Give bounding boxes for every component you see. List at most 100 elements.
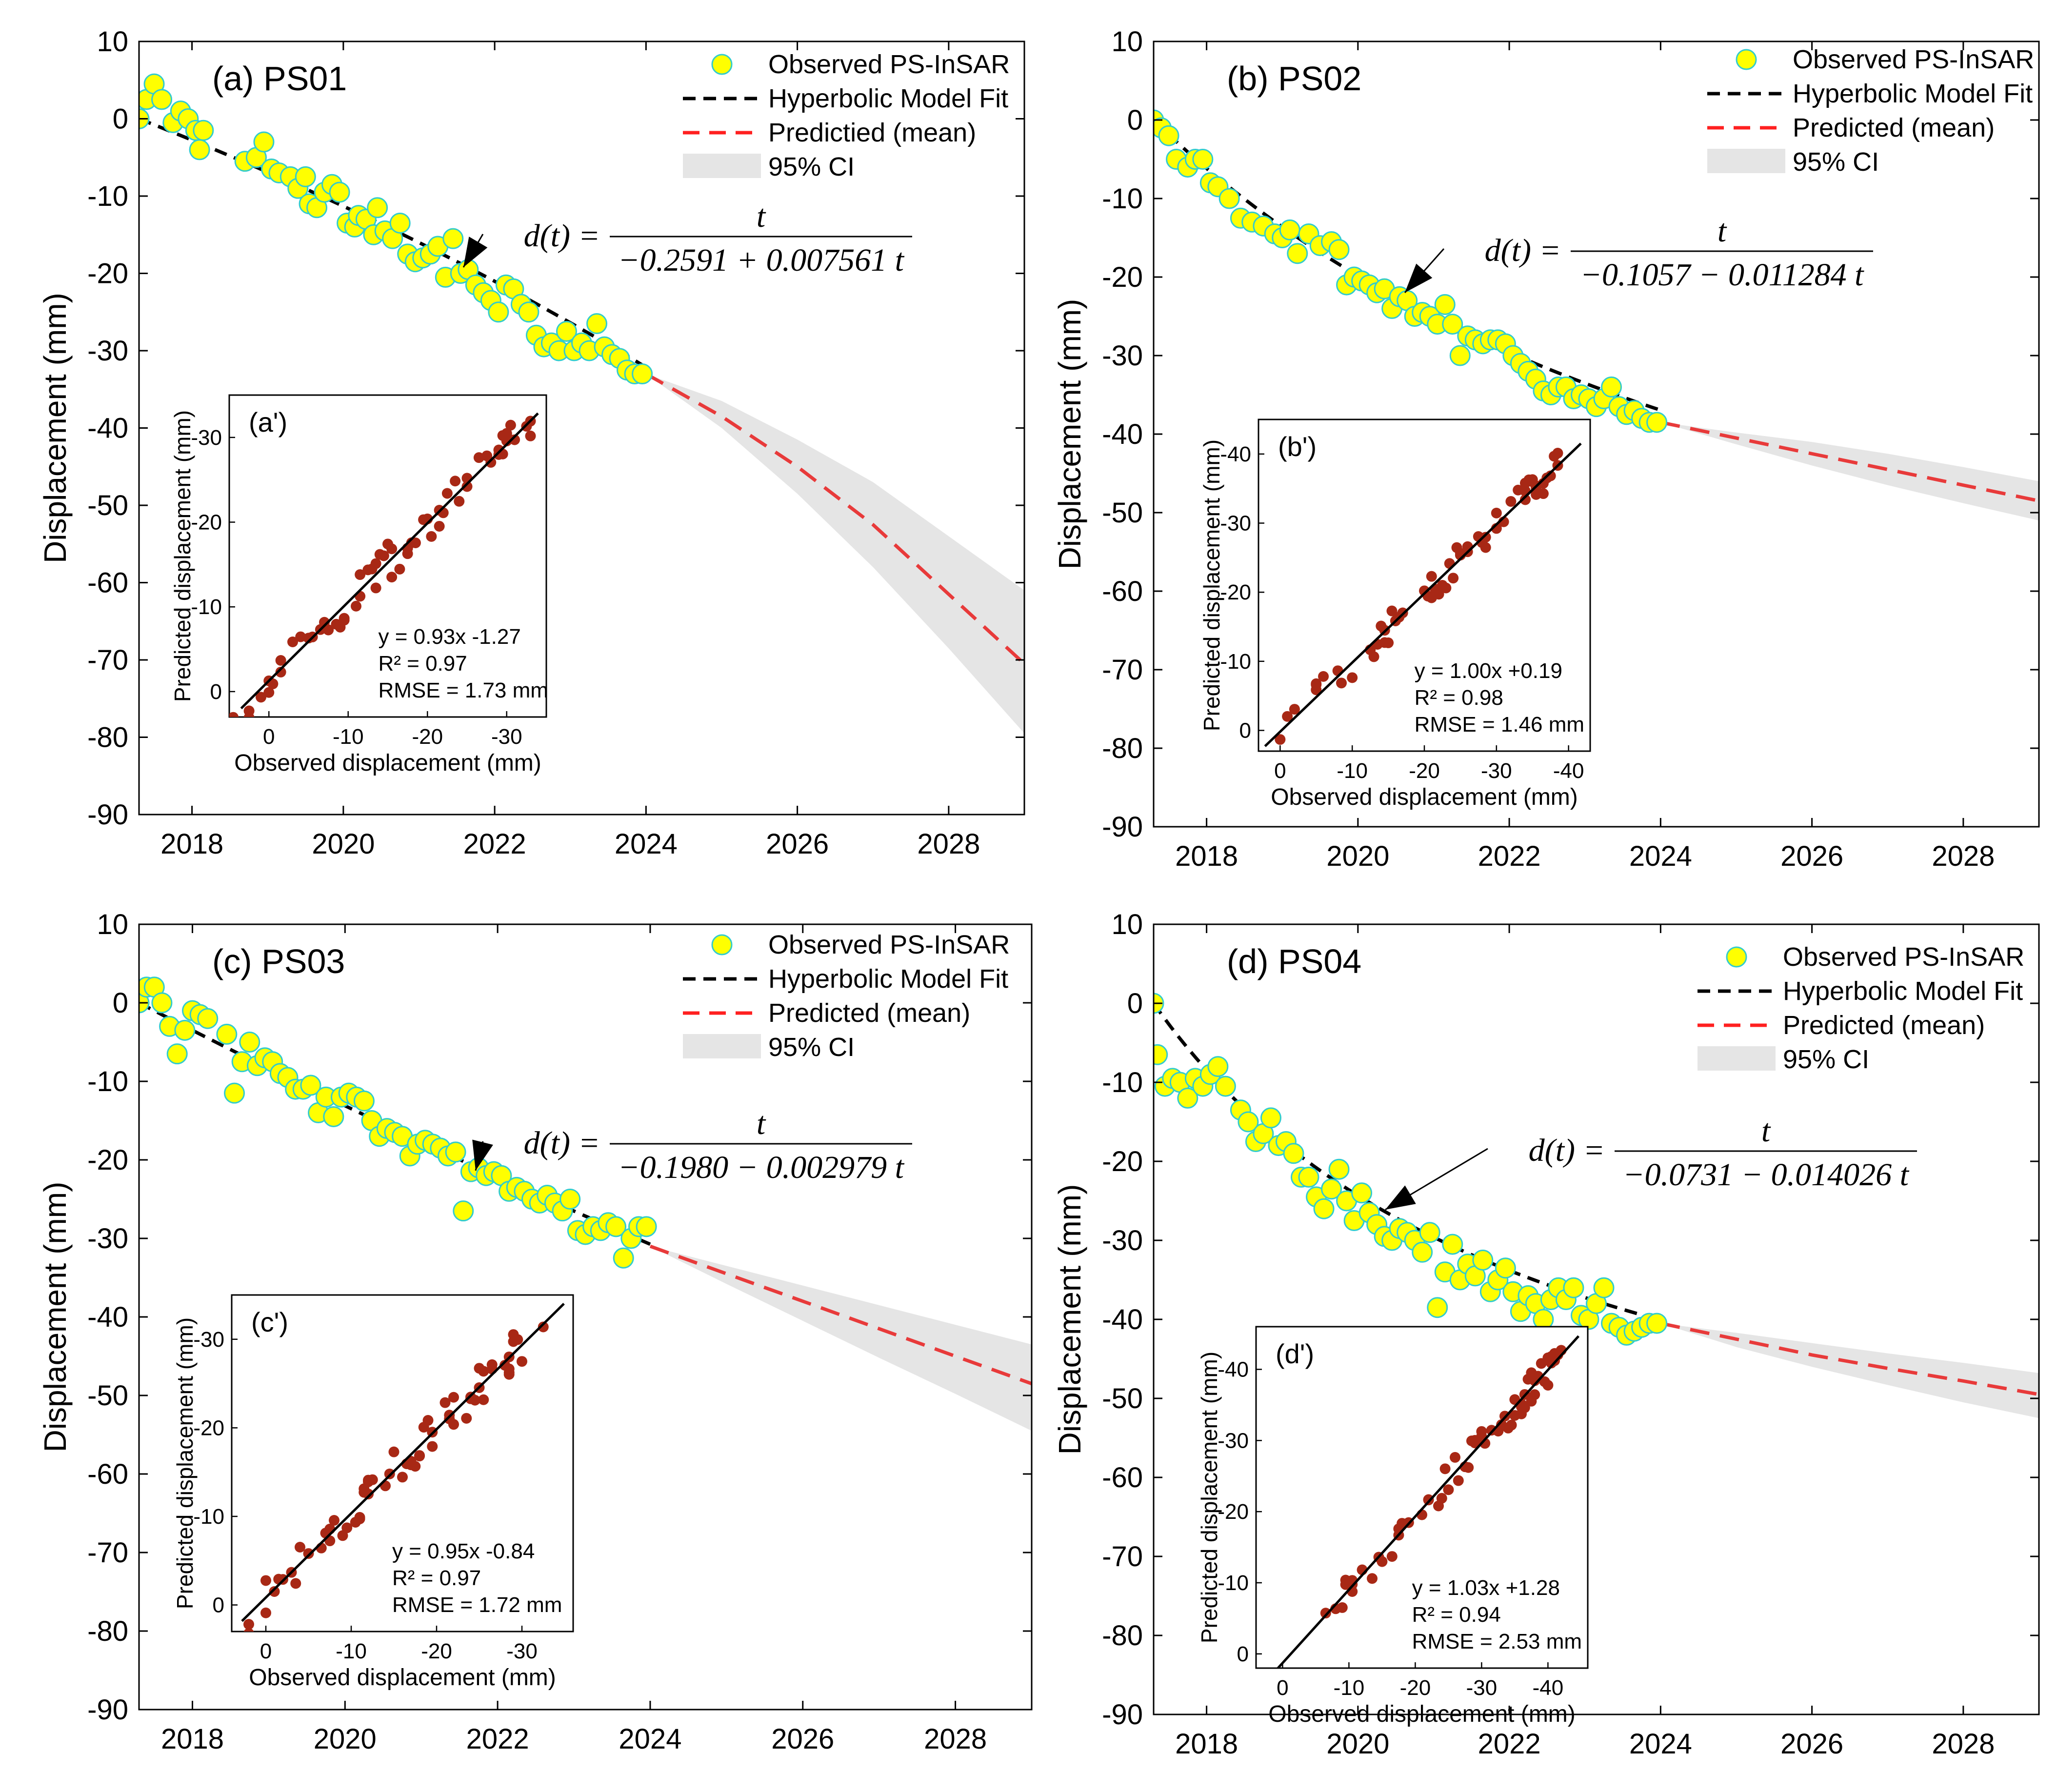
inset-point xyxy=(493,444,504,456)
y-tick-label: -10 xyxy=(1102,1067,1143,1098)
inset-point xyxy=(287,637,298,648)
y-tick-label: -40 xyxy=(87,1301,128,1333)
observed-point xyxy=(1260,1107,1281,1129)
inset-stats-line: RMSE = 2.53 mm xyxy=(1412,1630,1582,1653)
inset-x-tick-label: 0 xyxy=(1277,1676,1288,1700)
inset-point xyxy=(517,1356,527,1367)
inset-point xyxy=(525,430,536,441)
ci-band xyxy=(1660,1323,2039,1418)
equation-numerator: t xyxy=(1717,213,1727,249)
inset-label: (a') xyxy=(249,407,287,438)
inset-point xyxy=(1469,1437,1480,1449)
legend-observed-marker xyxy=(1736,49,1757,70)
observed-point xyxy=(1215,1075,1236,1097)
inset-point xyxy=(1552,448,1563,459)
equation-arrow-head xyxy=(472,1139,493,1171)
inset-point xyxy=(1347,672,1358,683)
y-tick-label: -60 xyxy=(87,567,128,599)
inset-point xyxy=(418,514,429,525)
observed-point xyxy=(1442,314,1463,335)
y-tick-label: -20 xyxy=(87,1144,128,1176)
plot-area xyxy=(1154,993,2039,1418)
inset-point xyxy=(1463,1462,1474,1473)
inset-point xyxy=(1426,571,1437,582)
observed-point xyxy=(1419,1222,1440,1243)
inset-point xyxy=(1436,1493,1447,1504)
prediction-line xyxy=(649,1244,1032,1386)
inset-stats-line: R² = 0.98 xyxy=(1415,686,1503,710)
y-tick-label: -70 xyxy=(87,644,128,676)
inset-y-tick-label: -40 xyxy=(1220,442,1251,466)
observed-point xyxy=(1287,243,1308,264)
y-tick-label: -40 xyxy=(1102,418,1143,450)
inset-point xyxy=(303,633,314,644)
observed-point xyxy=(367,197,388,219)
legend-fit-label: Hyperbolic Model Fit xyxy=(768,84,1008,113)
y-tick-label: -50 xyxy=(87,1380,128,1412)
observed-point xyxy=(1449,345,1471,366)
inset-point xyxy=(461,1413,472,1424)
inset-point xyxy=(434,520,445,532)
panel-label: (d) PS04 xyxy=(1227,942,1361,980)
inset-x-axis-label: Observed displacement (mm) xyxy=(1271,784,1578,810)
inset-point xyxy=(1386,1551,1398,1562)
legend-ci-label: 95% CI xyxy=(768,1033,855,1062)
observed-point xyxy=(323,1106,344,1127)
inset-point xyxy=(370,582,381,594)
inset-point xyxy=(1526,1367,1537,1378)
observed-point xyxy=(586,313,608,335)
observed-point xyxy=(1472,1250,1494,1271)
inset-x-tick-label: -20 xyxy=(1400,1676,1431,1700)
observed-point xyxy=(442,228,464,249)
observed-point xyxy=(1434,294,1456,315)
y-tick-label: -30 xyxy=(87,1223,128,1254)
legend-ci-marker xyxy=(683,1034,761,1058)
y-tick-label: 10 xyxy=(97,909,128,940)
inset-x-tick-label: 0 xyxy=(260,1639,272,1663)
observed-point xyxy=(1646,412,1668,433)
y-tick-label: -30 xyxy=(1102,340,1143,372)
y-tick-label: -20 xyxy=(1102,261,1143,293)
y-tick-label: 0 xyxy=(1127,104,1143,136)
panel-3: 10 0 -10 -20 -30 -40 -50 -60 -70 -80 -90 2018 2020 20… xyxy=(38,909,1033,1755)
x-tick-label: 2018 xyxy=(161,1723,224,1755)
y-tick-label: -60 xyxy=(87,1458,128,1490)
observed-point xyxy=(605,1216,627,1237)
inset-point xyxy=(469,1394,480,1406)
legend-observed-marker xyxy=(711,54,733,75)
inset-point xyxy=(1282,711,1293,722)
y-tick-label: 10 xyxy=(1111,909,1143,940)
equation-numerator: t xyxy=(757,199,766,234)
inset-stats-line: y = 1.00x +0.19 xyxy=(1415,659,1562,683)
equation-arrow-head xyxy=(1385,1185,1416,1210)
inset-point xyxy=(1439,1463,1451,1474)
plot-area xyxy=(139,73,1024,734)
inset-fit-line xyxy=(240,412,539,710)
inset-y-tick-label: -10 xyxy=(193,1505,224,1529)
x-tick-label: 2028 xyxy=(917,828,980,860)
inset-point xyxy=(1506,1419,1517,1431)
inset-y-tick-label: -30 xyxy=(191,426,222,450)
observed-point xyxy=(632,363,653,385)
panel-4: 10 0 -10 -20 -30 -40 -50 -60 -70 -80 -90 2018 2020 20… xyxy=(1052,909,2040,1760)
inset-point xyxy=(1318,671,1329,682)
observed-point xyxy=(1154,1044,1168,1065)
inset-plot-area xyxy=(1276,1335,1580,1668)
inset-point xyxy=(439,1397,451,1408)
inset-y-tick-label: 0 xyxy=(1237,1642,1249,1666)
legend-prediction-label: Predicted (mean) xyxy=(768,998,970,1028)
y-tick-label: -30 xyxy=(87,335,128,367)
y-tick-label: 10 xyxy=(97,26,128,58)
inset-point xyxy=(331,618,342,630)
equation-denominator: −0.1057 − 0.011284 t xyxy=(1580,257,1864,293)
inset-plot-area xyxy=(1264,442,1582,747)
inset-stats-line: y = 1.03x +1.28 xyxy=(1412,1576,1560,1600)
x-tick-label: 2022 xyxy=(466,1723,529,1755)
inset-point xyxy=(503,1363,515,1374)
inset-point xyxy=(1542,1379,1554,1391)
equation-denominator: −0.2591 + 0.007561 t xyxy=(618,242,905,278)
y-tick-label: 0 xyxy=(113,987,128,1019)
inset-point xyxy=(1367,1573,1378,1584)
inset-y-tick-label: -20 xyxy=(191,511,222,535)
